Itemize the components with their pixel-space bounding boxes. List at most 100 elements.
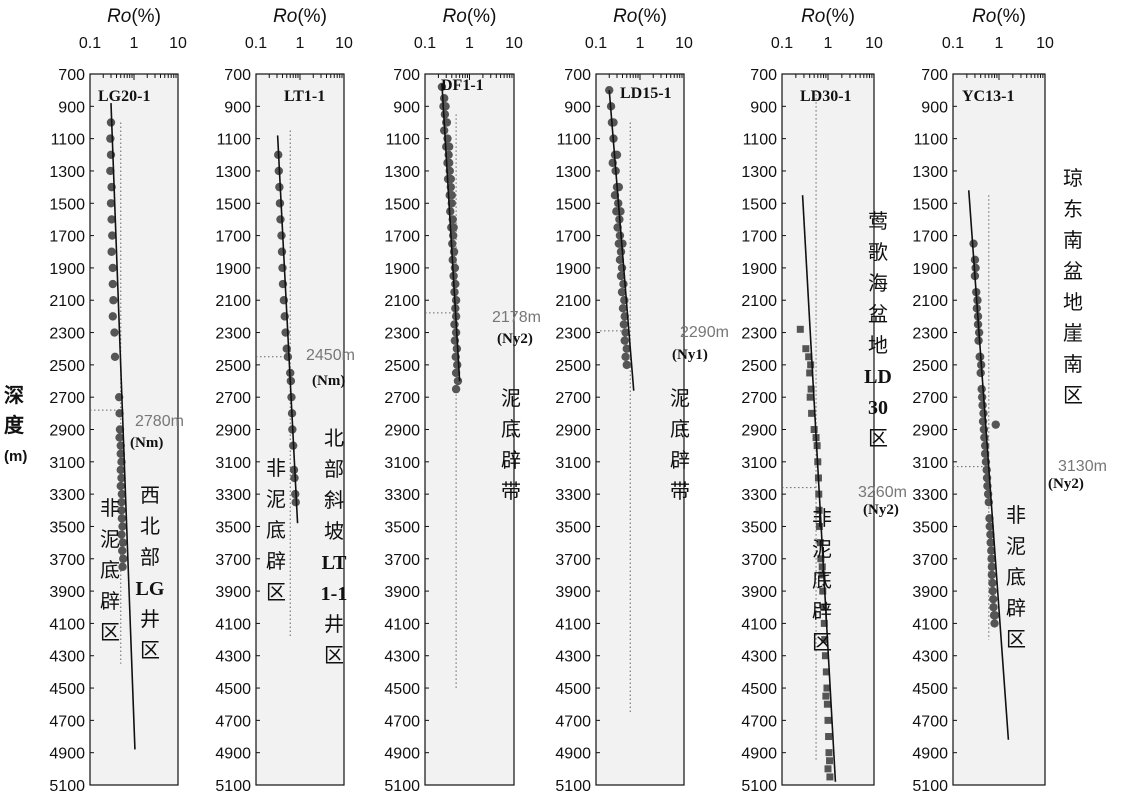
zone-label-char: 泥 xyxy=(670,386,690,410)
y-tick-label: 2900 xyxy=(49,423,85,440)
x-tick-label: 10 xyxy=(335,35,353,52)
y-tick-label: 3700 xyxy=(215,552,251,569)
well-panels: Ro(%)0.1 1 1070090011001300150017001900210… xyxy=(49,6,1107,795)
formation-label: (Nm) xyxy=(312,373,345,389)
y-tick-label: 700 xyxy=(393,67,420,84)
data-point xyxy=(970,255,980,265)
data-point xyxy=(821,652,829,660)
y-tick-label: 1300 xyxy=(741,164,777,181)
data-point xyxy=(283,352,293,361)
y-tick-label: 2100 xyxy=(912,293,948,310)
threshold-depth-label: 3260m xyxy=(858,484,907,501)
trend-line xyxy=(967,190,1010,740)
panel-lg20-1: Ro(%) 0.1 1 10 700 900 1100 1300 1500 1700 1900 210… xyxy=(49,6,187,795)
y-tick-label: 3700 xyxy=(741,552,777,569)
zone-label-char: 带 xyxy=(501,479,521,503)
panel-frame xyxy=(424,73,515,786)
y-tick-label: 2900 xyxy=(741,423,777,440)
y-tick-label: 2100 xyxy=(741,293,777,310)
data-point xyxy=(620,336,629,345)
y-tick-label: 3300 xyxy=(912,487,948,504)
data-point xyxy=(450,320,459,329)
y-tick-label: 3100 xyxy=(384,455,420,472)
data-point xyxy=(810,426,818,433)
data-point xyxy=(282,344,291,353)
data-point xyxy=(976,368,985,378)
y-tick-label: 5100 xyxy=(215,778,251,795)
y-tick-label: 1900 xyxy=(49,261,85,278)
y-tick-label: 2300 xyxy=(384,326,420,343)
y-tick-label: 1500 xyxy=(384,196,420,213)
y-tick-label: 1500 xyxy=(215,196,251,213)
y-tick-label: 900 xyxy=(58,99,85,116)
y-tick-label: 1900 xyxy=(741,261,777,278)
y-tick-label: 700 xyxy=(58,67,85,84)
y-tick-label: 900 xyxy=(750,99,777,116)
y-tick-label: 5100 xyxy=(49,778,85,795)
data-point xyxy=(115,433,124,442)
y-tick-label: 1700 xyxy=(384,229,420,246)
zone-label-char: 泥 xyxy=(266,487,286,511)
y-tick-label: 4100 xyxy=(49,616,85,633)
zone-label-char: LG xyxy=(136,578,165,600)
y-tick-label: 2900 xyxy=(384,423,420,440)
data-point xyxy=(118,522,127,531)
data-point xyxy=(614,182,624,192)
panel-frame xyxy=(89,73,179,786)
data-point xyxy=(108,231,117,240)
y-tick-label: 2100 xyxy=(49,293,85,310)
y-tick-label: 3700 xyxy=(384,552,420,569)
zone-label-char: 盆 xyxy=(1063,259,1083,283)
data-point xyxy=(615,231,625,240)
data-point xyxy=(106,150,116,159)
y-tick-label: 4300 xyxy=(215,649,251,666)
y-tick-label: 1300 xyxy=(555,164,591,181)
data-point xyxy=(291,489,300,499)
zone-label-char: 底 xyxy=(670,417,690,441)
data-point xyxy=(106,199,116,208)
well-label: LG20-1 xyxy=(98,88,150,105)
y-tick-label: 1100 xyxy=(743,132,778,149)
well-label: LD30-1 xyxy=(800,88,852,105)
x-axis-title-unit: (%) xyxy=(297,6,327,27)
data-point xyxy=(986,538,995,547)
data-point xyxy=(453,376,463,386)
y-tick-label: 3300 xyxy=(49,487,85,504)
zone-label-char: 辟 xyxy=(501,448,521,472)
data-point xyxy=(448,239,457,248)
x-axis-title-main: Ro xyxy=(972,6,996,27)
data-point xyxy=(451,296,461,305)
zone-label-char: 井 xyxy=(140,607,160,631)
x-tick-label: 0.1 xyxy=(414,35,436,52)
threshold-depth-label: 3130m xyxy=(1058,458,1107,475)
data-point xyxy=(824,765,832,773)
zone-label-char: 底 xyxy=(100,558,120,582)
y-tick-label: 2300 xyxy=(912,326,948,343)
y-tick-label: 5100 xyxy=(384,778,420,795)
y-tick-label: 1700 xyxy=(741,229,777,246)
zone-label-char: 盆 xyxy=(868,302,888,326)
zone-label-char: 辟 xyxy=(1006,596,1026,620)
zone-label-char: 北 xyxy=(324,426,344,450)
data-point xyxy=(806,393,814,401)
data-point xyxy=(108,279,118,289)
zone-label-char: 底 xyxy=(812,568,832,592)
y-tick-label: 4900 xyxy=(384,746,420,763)
data-point xyxy=(276,215,285,224)
data-point xyxy=(622,360,631,370)
y-tick-label: 4700 xyxy=(912,713,948,730)
trend-line xyxy=(110,103,136,750)
data-point xyxy=(117,473,126,483)
formation-label: (Nm) xyxy=(130,435,163,451)
x-tick-label: 0.1 xyxy=(942,35,964,52)
y-tick-label: 2500 xyxy=(912,358,948,375)
data-point xyxy=(616,271,626,281)
data-point xyxy=(622,344,631,353)
zone-label-char: 区 xyxy=(266,580,286,604)
y-tick-label: 5100 xyxy=(555,778,591,795)
y-tick-label: 1500 xyxy=(741,196,777,213)
data-point xyxy=(817,555,825,563)
data-point xyxy=(446,174,456,184)
y-tick-label: 3500 xyxy=(741,519,777,536)
